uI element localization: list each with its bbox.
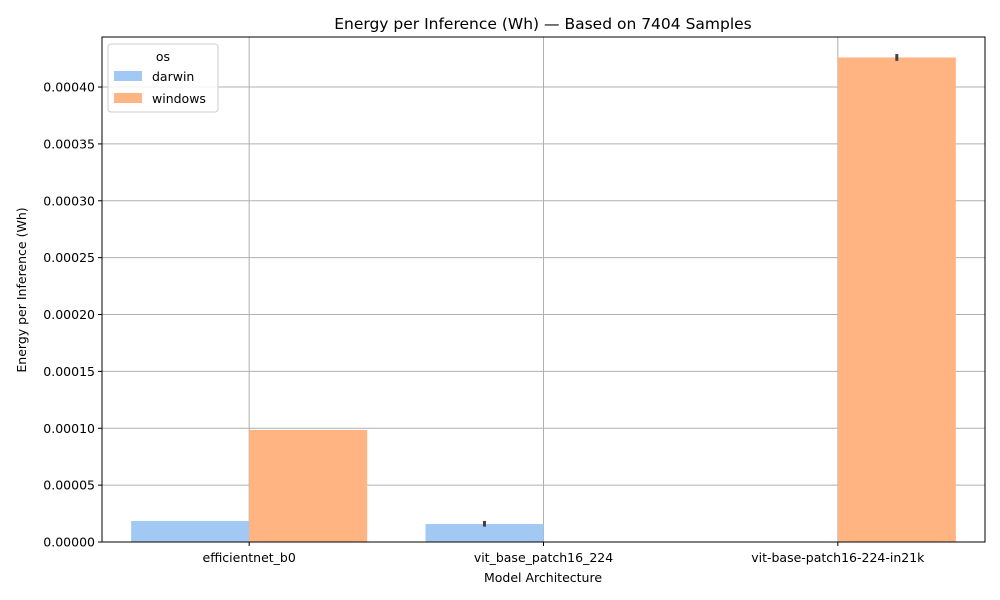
bar-windows-vit-base-patch16-224-in21k — [837, 57, 956, 543]
y-tick-label: 0.00015 — [43, 364, 95, 379]
x-tick-label: vit-base-patch16-224-in21k — [751, 550, 925, 565]
legend-swatch-darwin — [114, 71, 142, 81]
y-tick-label: 0.00005 — [43, 478, 95, 493]
y-tick-label: 0.00030 — [43, 193, 95, 208]
x-axis-label: Model Architecture — [484, 570, 602, 585]
bars — [131, 57, 956, 543]
legend: os darwin windows — [107, 43, 219, 113]
y-tick-label: 0.00025 — [43, 250, 95, 265]
bar-windows-efficientnet_b0 — [249, 429, 368, 542]
x-tick-label: efficientnet_b0 — [203, 550, 296, 565]
legend-title: os — [156, 49, 170, 64]
y-tick-label: 0.00020 — [43, 307, 95, 322]
legend-swatch-windows — [114, 93, 142, 103]
bar-darwin-efficientnet_b0 — [131, 520, 250, 542]
y-tick-label: 0.00035 — [43, 136, 95, 151]
bar-darwin-vit_base_patch16_224 — [425, 524, 544, 542]
y-axis-ticks: 0.00000 0.00005 0.00010 0.00015 0.00020 0.000… — [43, 80, 102, 550]
y-tick-label: 0.00010 — [43, 421, 95, 436]
x-axis-ticks: efficientnet_b0 vit_base_patch16_224 vit-b… — [203, 542, 925, 565]
chart-title: Energy per Inference (Wh) — Based on 740… — [334, 15, 752, 33]
y-tick-label: 0.00040 — [43, 80, 95, 95]
y-axis-label: Energy per Inference (Wh) — [14, 207, 29, 372]
legend-label-darwin: darwin — [152, 69, 194, 84]
legend-label-windows: windows — [152, 91, 206, 106]
error-bars — [483, 54, 899, 527]
x-tick-label: vit_base_patch16_224 — [474, 550, 613, 565]
y-tick-label: 0.00000 — [43, 535, 95, 550]
